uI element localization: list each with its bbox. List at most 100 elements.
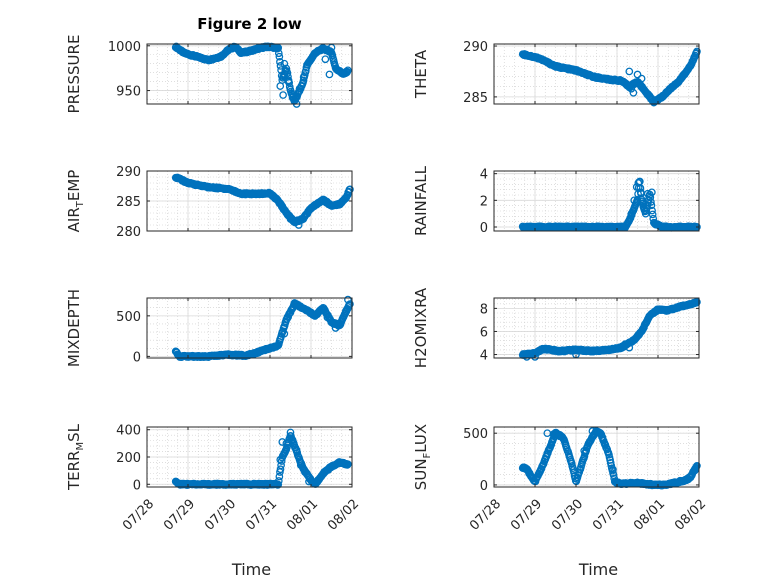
data-point [606,459,615,467]
y-axis-label: AIRTEMP [65,170,86,233]
data-point [555,432,564,441]
data-point [276,455,285,464]
y-axis-label-part: MIXDEPTH [65,289,83,367]
data-point [693,298,701,306]
data-point [678,476,687,485]
x-tick-label: 07/30 [549,497,586,534]
y-tick-label: 2 [480,194,488,209]
y-axis-label: H2OMIXRA [412,287,430,368]
y-tick-label: 1000 [108,40,141,55]
subplot-theta: 285 290 THETA [412,40,701,107]
subplot-terr_msl: 0 200 400 07/28 07/29 07/30 07/31 08/01 08/02 TER… [65,423,362,579]
y-tick-label: 8 [480,302,488,317]
data-point [647,198,655,206]
figure-title: Figure 2 low [197,15,302,33]
data-point [283,69,292,77]
data-point [647,188,656,197]
data-point [323,313,332,322]
data-point [641,209,650,218]
y-axis-label: TERRMSL [65,423,86,491]
y-axis-label-part: AIR [65,207,83,232]
subplot-rainfall: 0 2 4 RAINFALL [412,165,701,236]
data-point [346,300,354,308]
y-tick-label: 285 [463,91,488,106]
data-point [639,199,648,207]
x-tick-label: 07/30 [202,497,239,534]
x-ticks [146,298,353,358]
data-point [296,461,305,470]
y-tick-label: 0 [133,350,141,365]
y-axis-label-part: SL [65,423,83,442]
data-series [171,173,354,229]
data-point [636,188,645,197]
data-point [588,427,597,435]
y-axis-label-part: PRESSURE [65,35,83,114]
x-tick-label: 08/02 [672,497,709,534]
x-ticks [493,298,700,358]
y-axis-label-subscript: M [75,442,86,451]
data-point [331,324,340,332]
data-point [280,59,289,68]
data-point [286,428,295,437]
data-point [341,307,350,315]
data-point [274,44,283,52]
data-point [288,436,297,445]
data-point [691,466,699,475]
data-point [275,52,284,61]
data-point [648,210,657,219]
data-point [648,206,656,215]
subplot-pressure: 950 1000 PRESSURE Figure 2 low [65,15,353,114]
data-point [274,477,283,485]
data-point [531,352,539,361]
y-tick-label: 500 [463,427,488,442]
axes-box [493,426,700,488]
y-axis-label-subscript: F [422,452,433,458]
data-point [278,203,287,211]
data-series [518,298,701,361]
x-axis-label: Time [578,560,618,579]
data-point [279,91,287,99]
y-tick-label: 200 [116,451,141,466]
data-point [643,189,652,198]
y-axis-label-part: THETA [412,49,430,99]
x-tick-label: 08/02 [325,497,362,534]
y-tick-label: 290 [463,40,488,55]
data-point [629,88,638,97]
data-point [305,477,313,486]
data-point [634,179,643,187]
data-point [278,438,287,446]
axes-box [493,43,700,105]
data-point [647,201,656,210]
data-point [693,47,701,56]
subplot-h2omixra: 4 6 8 H2OMIXRA [412,287,701,368]
data-series [171,428,352,489]
y-axis-label-part: RAINFALL [412,165,430,236]
data-point [693,461,701,470]
data-point [292,446,301,455]
y-tick-label: 6 [480,325,488,340]
data-point [609,465,617,474]
y-tick-label: 400 [116,424,141,439]
x-tick-label: 07/28 [467,497,504,534]
y-tick-label: 950 [116,85,141,100]
y-tick-label: 290 [116,165,141,180]
data-point [637,74,646,83]
data-point [580,446,589,455]
data-point [632,183,641,191]
y-tick-label: 0 [133,478,141,493]
y-tick-label: 4 [480,168,488,183]
data-point [627,209,636,218]
data-point [693,223,701,231]
data-point [344,460,352,469]
y-axis-label: MIXDEPTH [65,289,83,367]
data-point [625,67,634,76]
x-tick-label: 08/01 [631,497,668,534]
data-point [276,57,284,66]
data-point [522,352,531,361]
subplot-sun_flux: 0 500 07/28 07/29 07/30 07/31 08/01 08/02 SUNFLU… [412,424,709,579]
y-tick-label: 280 [116,225,141,240]
data-point [282,64,291,73]
data-point [299,76,308,85]
data-series [518,47,701,107]
data-point [630,196,639,205]
